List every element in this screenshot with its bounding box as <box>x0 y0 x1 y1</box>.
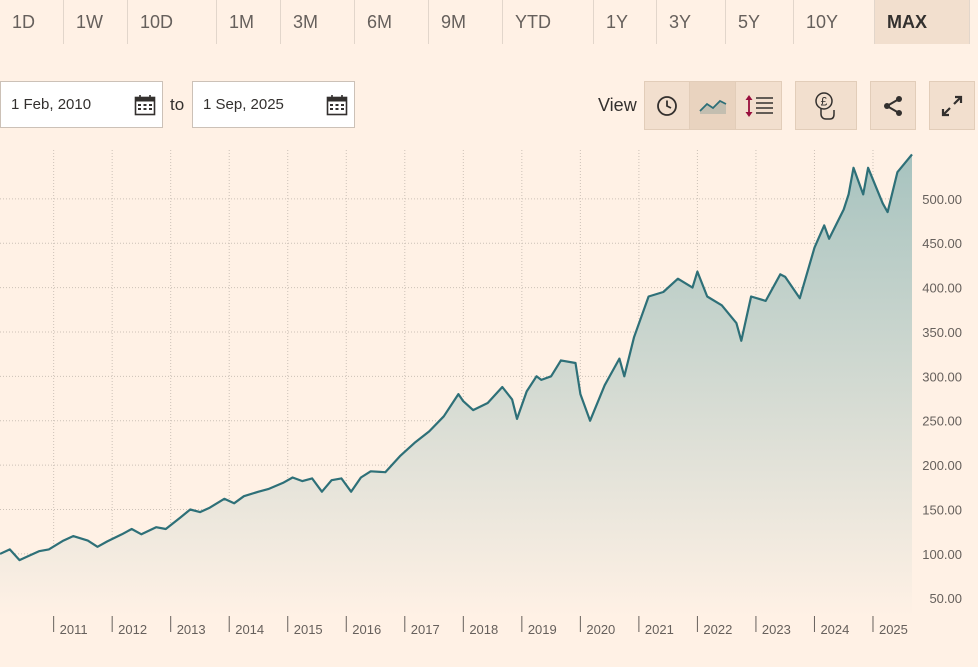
calendar-icon[interactable] <box>326 94 348 120</box>
share-button[interactable] <box>870 81 916 130</box>
y-tick-label: 100.00 <box>922 547 962 562</box>
svg-text:£: £ <box>821 94 828 108</box>
series-area <box>0 154 912 616</box>
x-tick-label: 2021 <box>645 622 674 637</box>
range-button-ytd[interactable]: YTD <box>503 0 594 44</box>
x-tick-label: 2012 <box>118 622 147 637</box>
view-label: View <box>598 95 637 115</box>
x-tick-label: 2017 <box>411 622 440 637</box>
x-tick-label: 2024 <box>820 622 849 637</box>
x-tick-label: 2011 <box>60 622 88 637</box>
range-button-1y[interactable]: 1Y <box>594 0 657 44</box>
range-button-1d[interactable]: 1D <box>0 0 64 44</box>
range-button-6m[interactable]: 6M <box>355 0 429 44</box>
share-icon <box>884 95 902 116</box>
y-tick-label: 300.00 <box>922 369 962 384</box>
currency-icon: £ <box>815 91 835 120</box>
range-button-1w[interactable]: 1W <box>64 0 128 44</box>
y-tick-label: 500.00 <box>922 192 962 207</box>
price-chart: 50.00 100.00 150.00 200.00 250.00 300.00 350.0… <box>0 150 978 662</box>
calendar-icon[interactable] <box>134 94 156 120</box>
y-tick-label: 50.00 <box>929 591 962 606</box>
expand-icon <box>941 95 963 116</box>
x-tick-label: 2014 <box>235 622 264 637</box>
expand-button[interactable] <box>929 81 975 130</box>
range-button-3y[interactable]: 3Y <box>657 0 726 44</box>
x-tick-label: 2019 <box>528 622 557 637</box>
x-tick-label: 2013 <box>177 622 206 637</box>
range-button-max[interactable]: MAX <box>875 0 970 44</box>
date-to-value: 1 Sep, 2025 <box>203 96 284 113</box>
y-tick-label: 450.00 <box>922 236 962 251</box>
clock-icon <box>657 95 677 116</box>
range-button-3m[interactable]: 3M <box>281 0 355 44</box>
date-to-input[interactable]: 1 Sep, 2025 <box>192 81 355 128</box>
date-from-value: 1 Feb, 2010 <box>11 96 92 113</box>
x-tick-label: 2015 <box>294 622 323 637</box>
y-tick-label: 200.00 <box>922 458 962 473</box>
series-line <box>0 153 913 562</box>
to-label: to <box>170 95 185 114</box>
y-tick-label: 250.00 <box>922 414 962 429</box>
y-tick-label: 150.00 <box>922 502 962 517</box>
range-button-1m[interactable]: 1M <box>217 0 281 44</box>
events-view-button[interactable] <box>735 81 782 130</box>
x-tick-label: 2023 <box>762 622 791 637</box>
date-from-input[interactable]: 1 Feb, 2010 <box>0 81 163 128</box>
chart-controls: 1 Feb, 2010 to 1 Sep, 2025 View £ <box>0 80 978 132</box>
range-selector: 1D 1W 10D 1M 3M 6M 9M YTD 1Y 3Y 5Y 10Y MAX <box>0 0 978 44</box>
range-button-5y[interactable]: 5Y <box>726 0 794 44</box>
timeframe-view-button[interactable] <box>644 81 690 130</box>
line-chart-icon <box>698 99 726 114</box>
events-icon <box>745 94 773 117</box>
x-tick-label: 2018 <box>469 622 498 637</box>
range-button-10y[interactable]: 10Y <box>794 0 875 44</box>
x-tick-label: 2016 <box>352 622 381 637</box>
y-tick-label: 350.00 <box>922 325 962 340</box>
range-button-10d[interactable]: 10D <box>128 0 217 44</box>
x-tick-label: 2022 <box>703 622 732 637</box>
y-tick-label: 400.00 <box>922 281 962 296</box>
line-chart-view-button[interactable] <box>689 81 736 130</box>
currency-button[interactable]: £ <box>795 81 857 130</box>
range-button-9m[interactable]: 9M <box>429 0 503 44</box>
x-tick-label: 2020 <box>586 622 615 637</box>
x-tick-label: 2025 <box>879 622 908 637</box>
price-chart-svg[interactable]: 50.00 100.00 150.00 200.00 250.00 300.00 350.0… <box>0 150 978 662</box>
